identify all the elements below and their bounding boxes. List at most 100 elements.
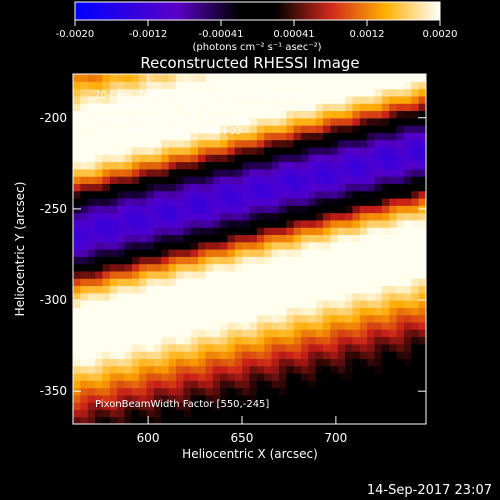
heatmap-cell (418, 219, 426, 228)
heatmap-cell (198, 103, 206, 112)
heatmap-cell (359, 205, 368, 214)
heatmap-cell (323, 234, 331, 243)
heatmap-cell (95, 292, 104, 301)
heatmap-cell (153, 219, 162, 228)
heatmap-cell (381, 161, 390, 170)
heatmap-cell (308, 117, 317, 126)
heatmap-cell (175, 234, 184, 243)
heatmap-cell (264, 139, 273, 148)
heatmap-cell (381, 139, 390, 148)
heatmap-cell (87, 307, 96, 316)
heatmap-cell (205, 110, 214, 119)
heatmap-cell (418, 74, 426, 82)
heatmap-cell (249, 380, 258, 389)
heatmap-cell (411, 95, 420, 104)
heatmap-cell (205, 241, 214, 250)
heatmap-cell (146, 263, 155, 272)
heatmap-cell (153, 300, 162, 308)
heatmap-cell (367, 110, 376, 119)
heatmap-cell (80, 278, 89, 287)
heatmap-cell (381, 168, 390, 177)
heatmap-cell (300, 394, 309, 403)
heatmap-cell (117, 183, 126, 192)
heatmap-cell (183, 387, 192, 396)
heatmap-cell (315, 168, 324, 177)
heatmap-cell (153, 263, 162, 272)
heatmap-cell (131, 227, 140, 236)
heatmap-cell (190, 103, 199, 112)
heatmap-cell (396, 81, 405, 90)
heatmap-cell (220, 197, 229, 206)
heatmap-cell (374, 394, 383, 403)
heatmap-cell (242, 110, 251, 119)
heatmap-cell (117, 380, 126, 389)
heatmap-cell (161, 117, 170, 126)
heatmap-cell (315, 351, 324, 359)
heatmap-cell (337, 161, 346, 170)
heatmap-cell (352, 176, 361, 184)
heatmap-cell (359, 292, 368, 301)
colorbar (74, 1, 441, 21)
heatmap-cell (278, 343, 287, 352)
heatmap-cell (345, 336, 354, 345)
heatmap-cell (249, 365, 258, 374)
heatmap-cell (161, 110, 170, 119)
heatmap-cell (271, 125, 280, 133)
heatmap-cell (345, 117, 354, 126)
heatmap-cell (256, 212, 265, 221)
heatmap-cell (411, 336, 420, 345)
heatmap-cell (117, 249, 126, 257)
heatmap-cell (168, 132, 177, 141)
heatmap-cell (205, 219, 214, 228)
heatmap-cell (183, 329, 192, 338)
heatmap-cell (381, 234, 390, 243)
heatmap-cell (337, 227, 346, 236)
heatmap-cell (242, 176, 251, 184)
heatmap-cell (300, 183, 309, 192)
heatmap-cell (80, 372, 89, 381)
heatmap-cell (146, 249, 155, 257)
heatmap-cell (330, 249, 339, 257)
colorbar-label: (photons cm⁻² s⁻¹ asec⁻²) (192, 42, 321, 53)
heatmap-cell (146, 321, 155, 330)
heatmap-cell (234, 270, 243, 279)
heatmap-cell (146, 380, 155, 389)
heatmap-cell (352, 190, 361, 199)
heatmap-cell (411, 416, 420, 424)
heatmap-cell (308, 205, 317, 214)
heatmap-cell (161, 249, 170, 257)
heatmap-cell (190, 249, 199, 257)
heatmap-cell (323, 358, 331, 367)
heatmap-cell (256, 263, 265, 272)
heatmap-cell (220, 146, 229, 155)
heatmap-cell (323, 95, 331, 104)
heatmap-cell (146, 205, 155, 214)
heatmap-cell (87, 394, 96, 403)
heatmap-cell (256, 394, 265, 403)
heatmap-cell (73, 351, 81, 359)
heatmap-cell (175, 117, 184, 126)
heatmap-cell (308, 358, 317, 367)
heatmap-cell (264, 212, 273, 221)
heatmap-cell (124, 358, 133, 367)
heatmap-cell (87, 88, 96, 97)
heatmap-cell (418, 263, 426, 272)
heatmap-cell (264, 190, 273, 199)
heatmap-cell (87, 125, 96, 133)
heatmap-cell (124, 132, 133, 141)
heatmap-cell (242, 74, 251, 82)
heatmap-cell (161, 343, 170, 352)
heatmap-cell (293, 249, 302, 257)
heatmap-cell (109, 183, 118, 192)
heatmap-cell (418, 176, 426, 184)
heatmap-cell (198, 307, 206, 316)
heatmap-cell (234, 365, 243, 374)
heatmap-cell (286, 249, 295, 257)
heatmap-cell (109, 321, 118, 330)
heatmap-cell (359, 270, 368, 279)
heatmap-cell (418, 380, 426, 389)
heatmap-cell (212, 95, 221, 104)
heatmap-cell (234, 197, 243, 206)
heatmap-cell (168, 256, 177, 265)
heatmap-cell (352, 205, 361, 214)
